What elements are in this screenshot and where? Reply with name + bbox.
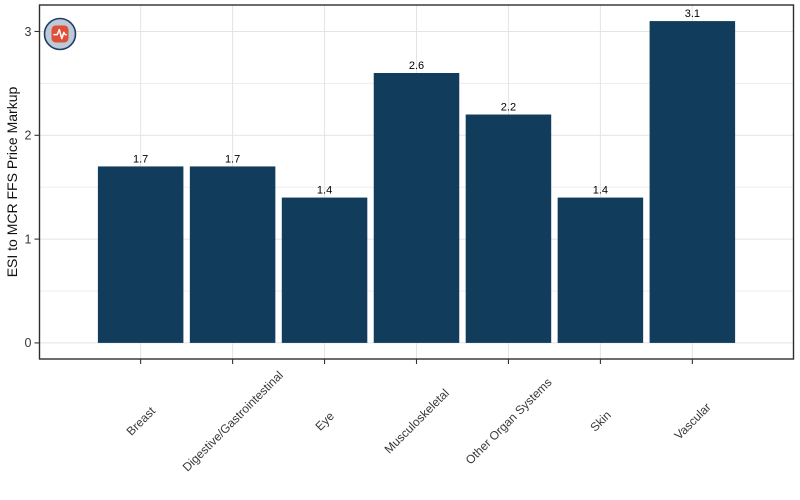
y-tick-label: 1 bbox=[25, 232, 32, 246]
x-tick-label: Digestive/Gastrointestinal bbox=[180, 368, 286, 474]
y-tick-label: 3 bbox=[25, 25, 32, 39]
bar bbox=[97, 166, 184, 343]
bar-value-label: 1.7 bbox=[133, 153, 148, 165]
y-axis-title: ESI to MCR FFS Price Markup bbox=[4, 86, 20, 277]
x-tick-label: Skin bbox=[587, 408, 613, 434]
y-tick-label: 2 bbox=[25, 129, 32, 143]
bar bbox=[465, 114, 552, 343]
bar bbox=[557, 197, 644, 343]
x-tick-label: Breast bbox=[124, 404, 159, 439]
x-tick-label: Musculoskeletal bbox=[382, 386, 452, 456]
bar-value-label: 2.6 bbox=[409, 60, 424, 72]
icon-pulse-line bbox=[53, 28, 67, 40]
medical-pulse-icon bbox=[43, 17, 77, 51]
bar bbox=[649, 21, 736, 343]
x-tick-label: Vascular bbox=[671, 400, 713, 442]
bar-value-label: 2.2 bbox=[501, 102, 516, 114]
bar bbox=[373, 72, 460, 343]
bar bbox=[189, 166, 276, 343]
y-tick-label: 0 bbox=[25, 336, 32, 350]
bar-value-label: 1.7 bbox=[225, 153, 240, 165]
bar-value-label: 1.4 bbox=[593, 185, 608, 197]
x-tick-label: Eye bbox=[312, 409, 337, 434]
x-tick-label: Other Organ Systems bbox=[463, 375, 555, 467]
bar bbox=[281, 197, 368, 343]
bar-value-label: 1.4 bbox=[317, 185, 332, 197]
chart-canvas: 1.7 1.7 1.4 2.6 2.2 1.4 3.1 0 1 2 3 Breast Digestive… bbox=[25, 4, 795, 474]
bar-value-label: 3.1 bbox=[685, 8, 700, 20]
